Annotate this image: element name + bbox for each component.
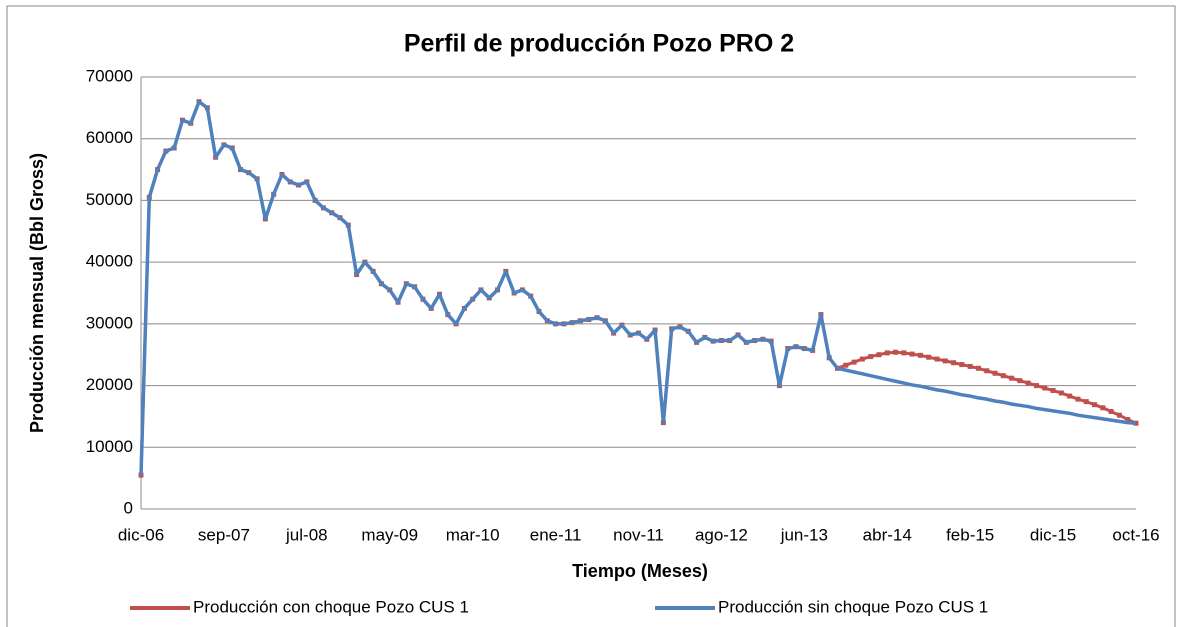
point-marker [917, 352, 923, 358]
point-marker [1034, 383, 1039, 389]
point-marker [851, 359, 857, 365]
point-marker [984, 368, 990, 374]
point-marker [951, 360, 957, 366]
x-tick-label: mar-10 [446, 525, 500, 544]
y-tick-label: 70000 [86, 66, 133, 85]
point-marker [975, 365, 981, 371]
y-axis-label: Producción mensual (Bbl Gross) [27, 153, 47, 433]
x-tick-label: ene-11 [530, 525, 582, 544]
point-marker [926, 354, 932, 360]
point-marker [959, 362, 965, 368]
point-marker [992, 370, 998, 376]
point-marker [1009, 375, 1015, 381]
point-marker [1000, 373, 1006, 379]
y-tick-label: 0 [124, 498, 133, 517]
chart-title: Perfil de producción Pozo PRO 2 [404, 30, 794, 58]
point-marker [934, 356, 940, 362]
point-marker [1083, 399, 1089, 405]
y-tick-label: 50000 [86, 190, 133, 209]
point-marker [876, 352, 882, 358]
point-marker [843, 362, 849, 368]
point-marker [1067, 393, 1073, 399]
point-marker [884, 350, 890, 356]
point-marker [967, 363, 973, 369]
x-tick-label: nov-11 [613, 525, 664, 544]
x-axis-label: Tiempo (Meses) [572, 561, 708, 581]
point-marker [1058, 390, 1064, 396]
x-tick-label: may-09 [361, 525, 418, 544]
y-tick-label: 40000 [86, 252, 133, 271]
point-marker [893, 349, 899, 355]
y-tick-label: 20000 [86, 375, 133, 394]
x-tick-label: oct-16 [1112, 525, 1159, 544]
point-marker [1125, 417, 1131, 423]
x-tick-label: dic-06 [118, 525, 164, 544]
point-marker [1100, 405, 1106, 411]
point-marker [859, 356, 865, 362]
point-marker [1050, 388, 1056, 394]
point-marker [1025, 380, 1031, 386]
legend-label: Producción con choque Pozo CUS 1 [193, 597, 469, 616]
point-marker [1017, 378, 1023, 384]
x-tick-label: jul-08 [285, 525, 328, 544]
x-tick-label: jun-13 [780, 525, 828, 544]
y-tick-label: 60000 [86, 128, 133, 147]
y-tick-label: 10000 [86, 437, 133, 456]
point-marker [1116, 412, 1122, 418]
x-tick-label: abr-14 [863, 525, 912, 544]
x-tick-label: sep-07 [198, 525, 250, 544]
point-marker [868, 354, 874, 360]
point-marker [1042, 385, 1048, 391]
series-line [139, 99, 1137, 476]
x-tick-label: ago-12 [695, 525, 748, 544]
point-marker [901, 350, 907, 356]
legend-label: Producción sin choque Pozo CUS 1 [718, 597, 988, 616]
point-marker [909, 351, 915, 357]
point-marker [1092, 402, 1098, 408]
chart-frame [6, 5, 1176, 627]
point-marker [1075, 396, 1081, 402]
point-marker [1108, 408, 1114, 414]
x-tick-label: dic-15 [1030, 525, 1076, 544]
point-marker [942, 358, 948, 364]
y-tick-label: 30000 [86, 313, 133, 332]
x-tick-label: feb-15 [946, 525, 994, 544]
